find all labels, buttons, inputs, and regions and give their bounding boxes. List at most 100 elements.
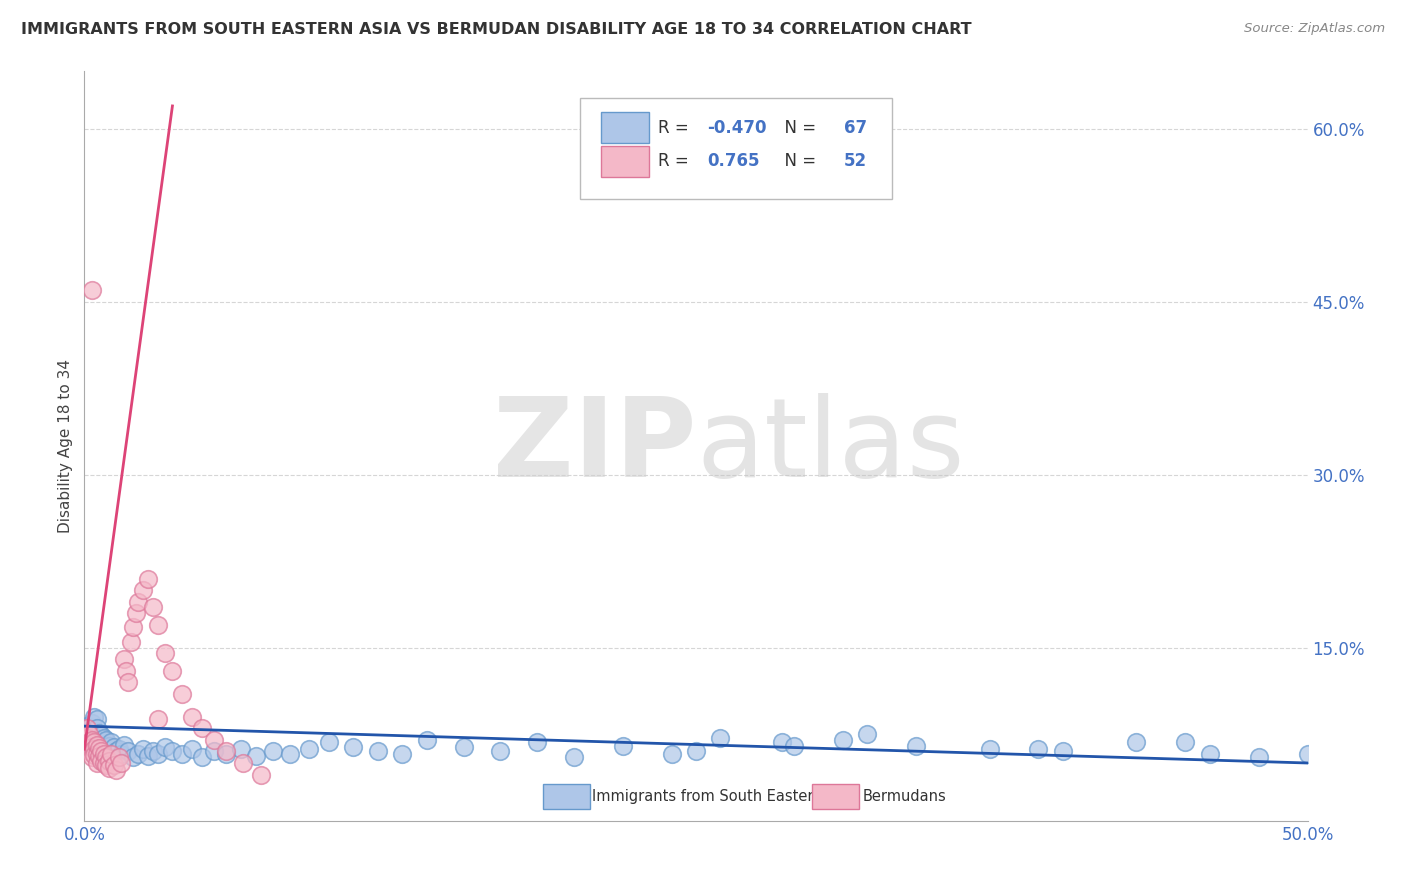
Point: [146, 617, 169, 632]
Point: [245, 749, 267, 764]
Point: [90, 735, 112, 749]
Point: [127, 594, 149, 608]
Point: [107, 750, 129, 764]
Text: R =: R =: [658, 119, 695, 136]
Text: IMMIGRANTS FROM SOUTH EASTERN ASIA VS BERMUDAN DISABILITY AGE 18 TO 34 CORRELATI: IMMIGRANTS FROM SOUTH EASTERN ASIA VS BE…: [21, 22, 972, 37]
Point: [191, 722, 214, 736]
Point: [125, 606, 148, 620]
FancyBboxPatch shape: [813, 784, 859, 809]
Text: -0.470: -0.470: [707, 119, 766, 136]
Point: [142, 744, 165, 758]
Point: [215, 747, 238, 761]
Point: [318, 735, 340, 749]
Point: [77, 735, 100, 749]
Text: atlas: atlas: [696, 392, 965, 500]
Point: [770, 735, 793, 749]
Point: [97, 761, 120, 775]
Point: [905, 739, 928, 753]
Text: ZIP: ZIP: [492, 392, 696, 500]
Point: [181, 710, 204, 724]
Point: [172, 747, 194, 761]
Point: [76, 731, 98, 745]
Point: [80, 733, 103, 747]
Point: [86, 712, 108, 726]
Point: [342, 739, 364, 754]
Point: [83, 747, 105, 762]
Point: [100, 735, 122, 749]
Point: [856, 727, 879, 741]
Text: Bermudans: Bermudans: [862, 789, 946, 805]
Point: [232, 756, 254, 770]
Point: [278, 747, 301, 761]
Point: [132, 742, 155, 756]
Point: [831, 733, 853, 747]
Point: [97, 739, 120, 753]
Point: [162, 744, 184, 758]
Point: [153, 647, 176, 661]
Y-axis label: Disability Age 18 to 34: Disability Age 18 to 34: [58, 359, 73, 533]
Point: [1296, 747, 1319, 761]
Text: N =: N =: [775, 153, 821, 170]
Point: [107, 742, 129, 756]
Point: [83, 735, 105, 749]
Point: [661, 747, 683, 761]
Point: [77, 744, 100, 758]
Point: [93, 756, 115, 770]
Point: [76, 739, 98, 753]
Point: [136, 572, 159, 586]
Point: [93, 747, 115, 761]
Text: 67: 67: [844, 119, 868, 136]
Point: [86, 722, 108, 736]
Point: [86, 747, 108, 761]
Point: [416, 733, 439, 747]
Point: [172, 687, 194, 701]
Point: [132, 583, 155, 598]
Point: [110, 756, 132, 770]
Point: [1028, 742, 1050, 756]
Point: [87, 726, 110, 740]
Point: [112, 652, 135, 666]
Text: 0.765: 0.765: [707, 153, 759, 170]
Point: [80, 739, 103, 754]
Point: [191, 750, 214, 764]
Point: [153, 739, 176, 754]
Point: [83, 742, 105, 756]
Point: [110, 747, 132, 761]
Point: [142, 600, 165, 615]
Point: [391, 747, 413, 761]
Point: [90, 754, 112, 768]
Point: [453, 739, 475, 754]
Point: [1247, 750, 1270, 764]
Point: [80, 750, 103, 764]
Point: [1052, 744, 1074, 758]
Point: [77, 727, 100, 741]
Point: [127, 747, 149, 761]
Point: [146, 747, 169, 761]
Point: [83, 710, 105, 724]
Point: [76, 722, 98, 736]
Point: [90, 744, 112, 758]
Point: [1198, 747, 1220, 761]
Point: [122, 750, 145, 764]
Point: [249, 767, 271, 781]
Point: [83, 731, 105, 745]
Point: [76, 719, 98, 733]
Point: [93, 738, 115, 752]
Point: [103, 758, 125, 772]
Text: Source: ZipAtlas.com: Source: ZipAtlas.com: [1244, 22, 1385, 36]
Point: [86, 756, 108, 770]
Point: [97, 754, 120, 768]
Point: [202, 744, 225, 758]
Point: [90, 728, 112, 742]
Point: [1125, 735, 1147, 749]
Point: [489, 744, 512, 758]
Point: [562, 750, 585, 764]
Point: [146, 712, 169, 726]
FancyBboxPatch shape: [600, 145, 650, 177]
Point: [96, 733, 118, 747]
Point: [105, 744, 128, 758]
Point: [100, 747, 122, 761]
Point: [117, 675, 139, 690]
Point: [80, 715, 103, 730]
Text: Immigrants from South Eastern Asia: Immigrants from South Eastern Asia: [592, 789, 858, 805]
